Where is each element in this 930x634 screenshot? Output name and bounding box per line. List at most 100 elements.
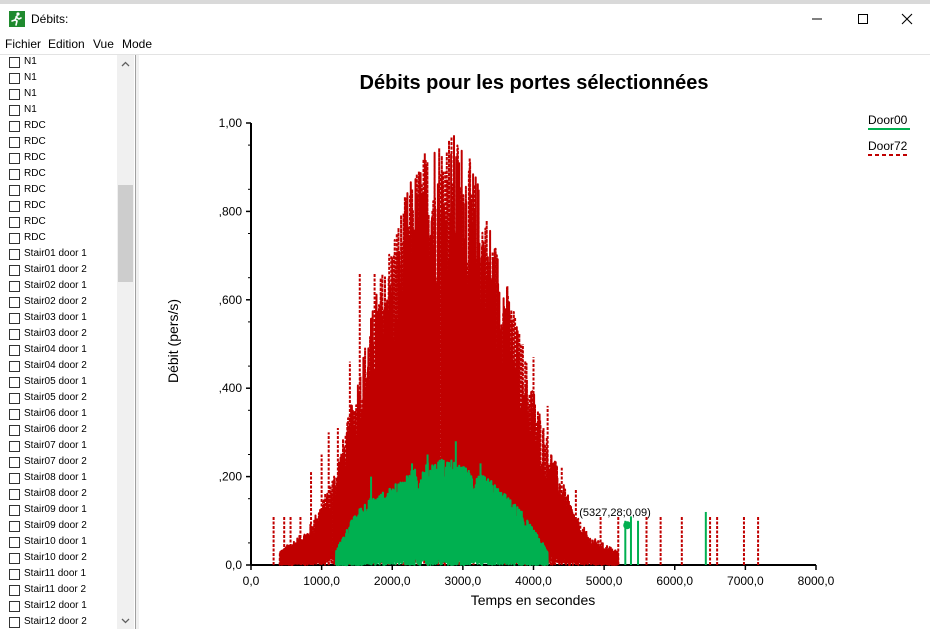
list-item[interactable]: Stair08 door 2	[0, 487, 117, 503]
chevron-up-icon	[121, 61, 130, 66]
door-checkbox[interactable]	[9, 57, 20, 68]
door-checkbox[interactable]	[9, 393, 20, 404]
list-item[interactable]: RDC	[0, 167, 117, 183]
door-checkbox[interactable]	[9, 217, 20, 228]
list-item[interactable]: Stair01 door 2	[0, 263, 117, 279]
door-checkbox[interactable]	[9, 89, 20, 100]
door-label: Stair08 door 1	[24, 472, 87, 483]
list-item[interactable]: N1	[0, 71, 117, 87]
door-checkbox[interactable]	[9, 425, 20, 436]
close-button[interactable]	[884, 4, 930, 34]
door-checkbox[interactable]	[9, 185, 20, 196]
door-checkbox[interactable]	[9, 601, 20, 612]
menu-edition[interactable]: Edition	[48, 37, 85, 51]
list-item[interactable]: Stair10 door 1	[0, 535, 117, 551]
door-checkbox[interactable]	[9, 233, 20, 244]
door-checkbox[interactable]	[9, 137, 20, 148]
list-item[interactable]: RDC	[0, 183, 117, 199]
door-checkbox[interactable]	[9, 313, 20, 324]
door-label: N1	[24, 72, 37, 83]
door-checkbox[interactable]	[9, 201, 20, 212]
list-item[interactable]: Stair09 door 1	[0, 503, 117, 519]
list-item[interactable]: Stair09 door 2	[0, 519, 117, 535]
door-checkbox[interactable]	[9, 441, 20, 452]
list-item[interactable]: N1	[0, 55, 117, 71]
list-item[interactable]: RDC	[0, 135, 117, 151]
door-checkbox[interactable]	[9, 73, 20, 84]
door-label: Stair06 door 1	[24, 408, 87, 419]
door-checkbox[interactable]	[9, 473, 20, 484]
door-checkbox[interactable]	[9, 281, 20, 292]
door-checkbox[interactable]	[9, 457, 20, 468]
list-item[interactable]: Stair10 door 2	[0, 551, 117, 567]
door-checkbox[interactable]	[9, 505, 20, 516]
door-checkbox[interactable]	[9, 489, 20, 500]
door-checkbox[interactable]	[9, 569, 20, 580]
list-item[interactable]: Stair12 door 2	[0, 615, 117, 629]
list-item[interactable]: RDC	[0, 119, 117, 135]
menu-vue[interactable]: Vue	[93, 37, 114, 51]
list-item[interactable]: Stair02 door 2	[0, 295, 117, 311]
door-checkbox[interactable]	[9, 249, 20, 260]
minimize-button[interactable]	[794, 4, 840, 34]
door-checkbox[interactable]	[9, 617, 20, 628]
door-checkbox[interactable]	[9, 361, 20, 372]
list-item[interactable]: N1	[0, 103, 117, 119]
minimize-icon	[812, 18, 822, 20]
chevron-down-icon	[121, 618, 130, 623]
door-checkbox[interactable]	[9, 377, 20, 388]
list-item[interactable]: RDC	[0, 231, 117, 247]
menu-fichier[interactable]: Fichier	[5, 37, 42, 51]
list-item[interactable]: Stair04 door 2	[0, 359, 117, 375]
scroll-thumb[interactable]	[118, 185, 133, 282]
chart-area: Débits pour les portes sélectionnées 0,0…	[139, 55, 930, 629]
list-item[interactable]: Stair07 door 1	[0, 439, 117, 455]
door-checkbox[interactable]	[9, 521, 20, 532]
door-checkbox[interactable]	[9, 153, 20, 164]
door-label: Stair07 door 1	[24, 440, 87, 451]
list-item[interactable]: Stair06 door 2	[0, 423, 117, 439]
list-item[interactable]: Stair02 door 1	[0, 279, 117, 295]
list-item[interactable]: Stair05 door 1	[0, 375, 117, 391]
panel-splitter[interactable]	[136, 55, 139, 629]
title-bar[interactable]: Débits:	[0, 4, 930, 34]
door-list-scrollbar[interactable]	[117, 55, 134, 629]
door-checkbox[interactable]	[9, 585, 20, 596]
list-item[interactable]: Stair03 door 2	[0, 327, 117, 343]
y-tick-label: 1,00	[219, 116, 243, 130]
door-checkbox[interactable]	[9, 265, 20, 276]
door-checkbox[interactable]	[9, 345, 20, 356]
list-item[interactable]: RDC	[0, 199, 117, 215]
door-checkbox[interactable]	[9, 329, 20, 340]
list-item[interactable]: Stair05 door 2	[0, 391, 117, 407]
list-item[interactable]: Stair11 door 1	[0, 567, 117, 583]
list-item[interactable]: Stair01 door 1	[0, 247, 117, 263]
menu-mode[interactable]: Mode	[122, 37, 153, 51]
list-item[interactable]: Stair04 door 1	[0, 343, 117, 359]
maximize-button[interactable]	[840, 4, 886, 34]
door-checkbox[interactable]	[9, 121, 20, 132]
door-label: Stair01 door 1	[24, 248, 87, 259]
chart-title: Débits pour les portes sélectionnées	[360, 72, 709, 94]
menu-divider	[0, 54, 930, 55]
door-label: Stair05 door 1	[24, 376, 87, 387]
door-checkbox[interactable]	[9, 553, 20, 564]
y-tick-label: 0,0	[225, 558, 242, 572]
door-checkbox[interactable]	[9, 537, 20, 548]
list-item[interactable]: RDC	[0, 215, 117, 231]
door-label: RDC	[24, 232, 46, 243]
list-item[interactable]: Stair08 door 1	[0, 471, 117, 487]
scroll-up-button[interactable]	[117, 55, 134, 72]
list-item[interactable]: Stair11 door 2	[0, 583, 117, 599]
list-item[interactable]: Stair03 door 1	[0, 311, 117, 327]
list-item[interactable]: N1	[0, 87, 117, 103]
door-checkbox[interactable]	[9, 297, 20, 308]
list-item[interactable]: Stair06 door 1	[0, 407, 117, 423]
door-checkbox[interactable]	[9, 169, 20, 180]
door-checkbox[interactable]	[9, 105, 20, 116]
list-item[interactable]: Stair07 door 2	[0, 455, 117, 471]
scroll-down-button[interactable]	[117, 612, 134, 629]
list-item[interactable]: RDC	[0, 151, 117, 167]
door-checkbox[interactable]	[9, 409, 20, 420]
list-item[interactable]: Stair12 door 1	[0, 599, 117, 615]
